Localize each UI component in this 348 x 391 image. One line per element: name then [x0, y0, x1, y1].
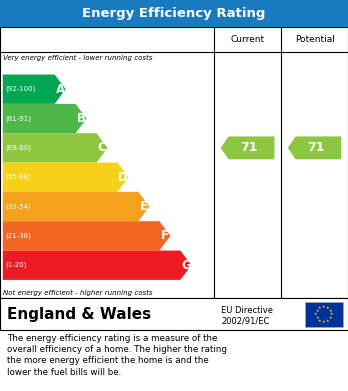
Text: ★: ★ [315, 308, 319, 312]
Text: ★: ★ [326, 319, 329, 323]
Polygon shape [3, 251, 191, 280]
Text: ★: ★ [318, 319, 322, 323]
Text: (55-68): (55-68) [5, 174, 31, 181]
Text: ★: ★ [326, 306, 329, 310]
Text: ★: ★ [329, 316, 332, 320]
Text: ★: ★ [330, 312, 333, 316]
Text: A: A [56, 83, 65, 96]
Text: 71: 71 [307, 142, 324, 154]
Text: (1-20): (1-20) [5, 262, 26, 269]
Text: ★: ★ [322, 320, 325, 324]
Text: Not energy efficient - higher running costs: Not energy efficient - higher running co… [3, 291, 153, 296]
Text: ★: ★ [329, 308, 332, 312]
Text: ★: ★ [322, 305, 325, 309]
Text: D: D [118, 171, 128, 184]
Text: England & Wales: England & Wales [7, 307, 151, 322]
Polygon shape [3, 104, 87, 133]
Text: (92-100): (92-100) [5, 86, 35, 92]
Text: ★: ★ [315, 316, 319, 320]
Text: Very energy efficient - lower running costs: Very energy efficient - lower running co… [3, 55, 153, 61]
Text: ★: ★ [318, 306, 322, 310]
Text: G: G [181, 259, 191, 272]
Polygon shape [288, 136, 341, 159]
Bar [0, 0, 348, 27]
Polygon shape [3, 221, 171, 251]
Text: Potential: Potential [295, 35, 334, 44]
Text: ★: ★ [314, 312, 318, 316]
Bar [0, 27, 348, 298]
Text: The energy efficiency rating is a measure of the
overall efficiency of a home. T: The energy efficiency rating is a measur… [7, 334, 227, 377]
Text: B: B [77, 112, 86, 125]
Text: Current: Current [230, 35, 265, 44]
Polygon shape [3, 75, 66, 104]
Text: (21-38): (21-38) [5, 233, 31, 239]
Text: (81-91): (81-91) [5, 115, 31, 122]
Text: 71: 71 [240, 142, 258, 154]
Bar [304, 301, 343, 327]
Polygon shape [221, 136, 275, 159]
Text: (69-80): (69-80) [5, 145, 31, 151]
Text: (39-54): (39-54) [5, 203, 31, 210]
Polygon shape [3, 163, 128, 192]
Text: EU Directive: EU Directive [221, 306, 273, 315]
Polygon shape [3, 192, 149, 221]
Text: C: C [98, 142, 106, 154]
Polygon shape [3, 133, 108, 163]
Text: 2002/91/EC: 2002/91/EC [221, 317, 269, 326]
Text: Energy Efficiency Rating: Energy Efficiency Rating [82, 7, 266, 20]
Text: E: E [140, 200, 148, 213]
Bar [0, 298, 348, 330]
Text: F: F [161, 230, 169, 242]
